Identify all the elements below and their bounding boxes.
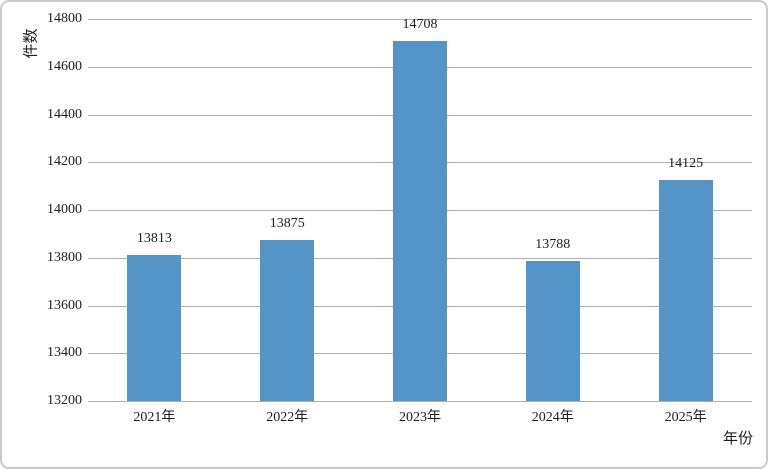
y-tick-label: 14800: [47, 11, 82, 26]
bar-value-label: 13788: [535, 236, 571, 252]
x-tick-label: 2023年: [399, 410, 441, 425]
bar: [658, 180, 713, 401]
y-tick-label: 14000: [47, 202, 82, 217]
plot-area: 13813 13875 14708 13788 14125: [88, 16, 752, 402]
y-tick-label: 13200: [47, 393, 82, 408]
bar: [260, 239, 315, 401]
bar-value-label: 14708: [402, 16, 438, 32]
gridline: [88, 401, 752, 402]
y-tick-label: 14400: [47, 106, 82, 122]
y-tick-label: 14200: [47, 154, 82, 170]
bar-value-label: 13875: [269, 215, 305, 231]
x-tick-label: 2024年: [531, 410, 574, 425]
bar-value-label: 13813: [136, 230, 172, 246]
y-tick-label: 14600: [47, 58, 82, 74]
x-axis-title: 年份: [722, 431, 753, 447]
bar: [127, 254, 182, 401]
x-tick-label: 2022年: [266, 410, 309, 425]
bar: [525, 260, 580, 401]
y-tick-label: 13400: [47, 345, 82, 361]
y-tick-label: 13600: [47, 297, 82, 313]
x-axis-tick-labels: 2021年 2022年 2023年 2024年 2025年: [88, 406, 752, 430]
bar: [393, 40, 447, 401]
y-axis-tick-labels: 14800 14600 14400 14200 14000 13800 13600 13400…: [2, 11, 82, 408]
y-tick-label: 13800: [47, 249, 82, 265]
gridline: [88, 19, 752, 20]
bar-value-label: 14125: [668, 156, 704, 172]
x-tick-label: 2025年: [664, 410, 707, 425]
x-tick-label: 2021年: [133, 410, 176, 425]
